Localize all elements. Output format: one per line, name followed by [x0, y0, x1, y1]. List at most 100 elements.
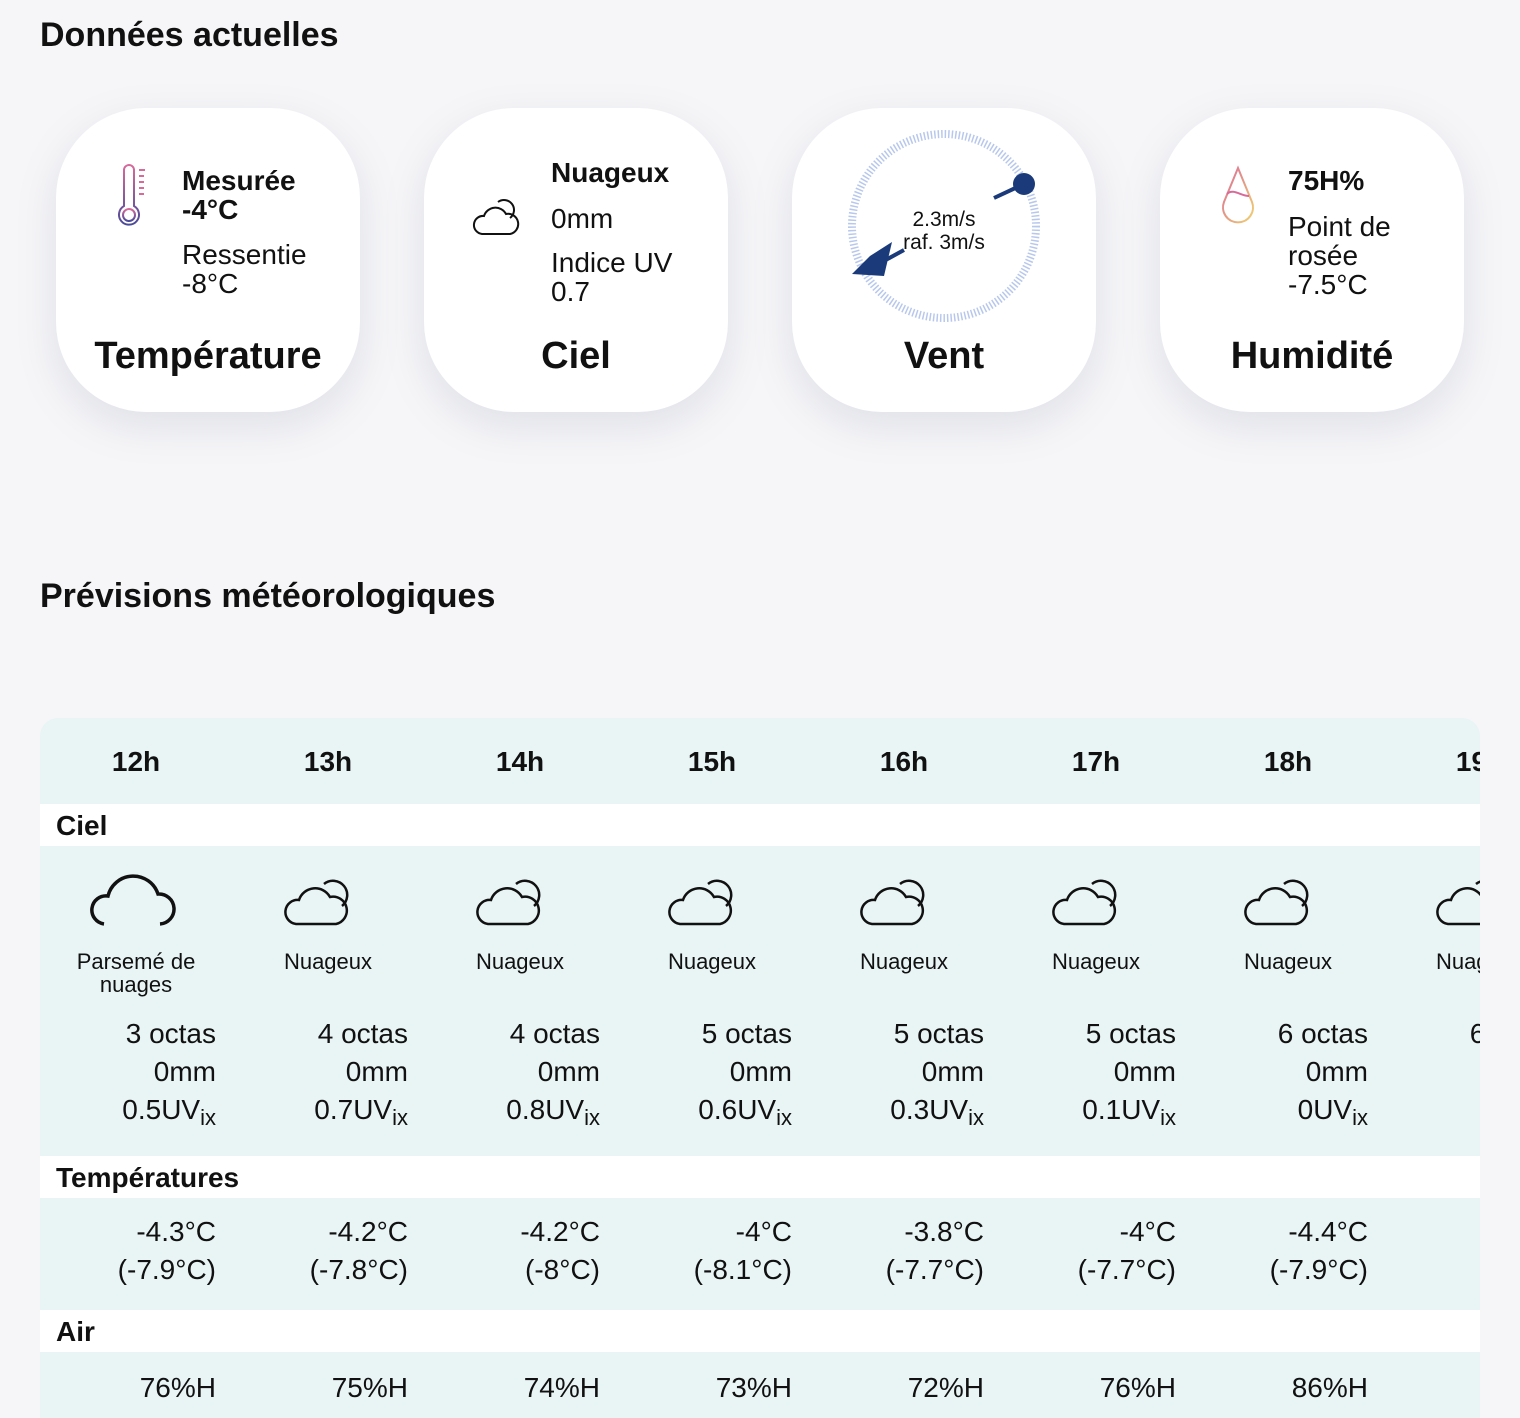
octas: 4 octas — [317, 1018, 408, 1049]
hour-label: 17h — [1071, 746, 1121, 777]
felt-temp: (-7.9°C) — [1269, 1254, 1368, 1285]
precip: 0mm — [729, 1056, 792, 1087]
temp: -4.4°C — [1288, 1216, 1368, 1247]
uv-index: 0.8UVix — [506, 1094, 600, 1131]
uv-value: 0.7 — [314, 1094, 354, 1125]
sky-card: Nuageux 0mm Indice UV 0.7 Ciel — [424, 108, 728, 412]
temp-cell: -4.4°C (-7.9°C) — [1192, 1198, 1384, 1310]
precip: 0mm — [921, 1056, 984, 1087]
wind-compass-icon — [848, 130, 1040, 322]
section-temps: Températures — [40, 1156, 1480, 1198]
dew-value: -7.5°C — [1288, 269, 1368, 300]
sky-cell: Nuageux 5 octas 0mm 0.6UVix — [616, 846, 808, 1156]
sky-condition: Nuageux — [283, 949, 373, 974]
temp-cell: -4.2°C (-7.8°C) — [232, 1198, 424, 1310]
hour-label: 12h — [111, 746, 161, 777]
octas: 5 octas — [1085, 1018, 1176, 1049]
uv-index: 0.1UVix — [1082, 1094, 1176, 1131]
humidity: 75%H — [331, 1372, 408, 1403]
uv-index: 0.5UVix — [122, 1094, 216, 1131]
forecast-table[interactable]: 12h 13h 14h 15h 16h 17h 18h 19h Ciel Parsemé de… — [40, 718, 1480, 1418]
wind-title: Vent — [903, 335, 985, 377]
sky-condition: Nuageux — [1051, 949, 1141, 974]
current-heading: Données actuelles — [40, 16, 339, 54]
sky-cell: Nuageux 5 octas 0mm 0.1UVix — [1000, 846, 1192, 1156]
sky-cell: Parsemé de nuages 3 octas 0mm 0.5UVix — [40, 846, 232, 1156]
humidity-value: 75H% — [1288, 165, 1365, 196]
sky-condition: Nuageux — [1243, 949, 1333, 974]
felt-label: Ressentie — [182, 239, 307, 270]
uv-value: 0.8 — [506, 1094, 546, 1125]
sky-precip: 0mm — [551, 203, 614, 234]
temp-cell: -3.8°C (-7.7°C) — [808, 1198, 1000, 1310]
temperature-card: Mesurée -4°C Ressentie -8°C Température — [56, 108, 360, 412]
cloudy-icon — [856, 866, 952, 933]
precip: 0mm — [1305, 1056, 1368, 1087]
uv-index: 0UVix — [1298, 1094, 1368, 1131]
uv-value: 0 — [1297, 1094, 1314, 1125]
felt-temp: (-7.8°C) — [309, 1254, 408, 1285]
air-row: 76%H 75%H 74%H 73%H 72%H 76%H 86%H — [40, 1352, 1480, 1418]
temp-cell: -4.3°C (-7.9°C) — [40, 1198, 232, 1310]
octas: 4 octas — [509, 1018, 600, 1049]
cloudy-icon — [1240, 866, 1336, 933]
uv-sub: ix — [1352, 1105, 1368, 1130]
temp-cell — [1384, 1198, 1480, 1310]
air-cell: 76%H — [1000, 1352, 1192, 1418]
hour-label: 13h — [303, 746, 353, 777]
uv-value: 0.1 — [1082, 1094, 1122, 1125]
hour-label: 14h — [495, 746, 545, 777]
humidity: 72%H — [907, 1372, 984, 1403]
precip: 0mm — [1113, 1056, 1176, 1087]
uv-unit: UV — [929, 1094, 969, 1125]
uv-index: 0.7UVix — [314, 1094, 408, 1131]
section-sky: Ciel — [40, 804, 1480, 846]
sky-condition: Nuageux — [1435, 949, 1480, 974]
uv-unit: UV — [161, 1094, 201, 1125]
hour-label: 18h — [1263, 746, 1313, 777]
uv-value: 0.7 — [551, 276, 590, 307]
sky-condition: Parsemé de nuages — [76, 949, 196, 997]
felt-value: -8°C — [182, 268, 239, 299]
octas: 6 octas — [1469, 1018, 1480, 1049]
sky-condition: Nuageux — [667, 949, 757, 974]
measured-value: -4°C — [182, 194, 239, 225]
measured-label: Mesurée — [182, 165, 296, 196]
cloudy-icon — [1432, 866, 1480, 933]
air-cell: 86%H — [1192, 1352, 1384, 1418]
humidity-title: Humidité — [1230, 335, 1394, 377]
thermometer-icon — [118, 164, 145, 226]
felt-temp: (-7.7°C) — [885, 1254, 984, 1285]
sky-row: Parsemé de nuages 3 octas 0mm 0.5UVix Nuageu… — [40, 846, 1480, 1156]
precip: 0mm — [153, 1056, 216, 1087]
uv-unit: UV — [353, 1094, 393, 1125]
wind-card: 2.3m/s raf. 3m/s Vent — [792, 108, 1096, 412]
partly-cloudy-icon — [88, 866, 184, 933]
temps-row: -4.3°C (-7.9°C) -4.2°C (-7.8°C) -4.2°C (-8°C)… — [40, 1198, 1480, 1310]
uv-sub: ix — [584, 1105, 600, 1130]
humidity-card: 75H% Point de rosée -7.5°C Humidité — [1160, 108, 1464, 412]
octas: 5 octas — [701, 1018, 792, 1049]
uv-unit: UV — [1313, 1094, 1353, 1125]
octas: 3 octas — [125, 1018, 216, 1049]
air-cell — [1384, 1352, 1480, 1418]
temp: -4.3°C — [136, 1216, 216, 1247]
uv-sub: ix — [1160, 1105, 1176, 1130]
sky-condition: Nuageux — [551, 157, 670, 188]
temperature-title: Température — [94, 335, 322, 377]
humidity: 86%H — [1291, 1372, 1368, 1403]
uv-unit: UV — [1121, 1094, 1161, 1125]
sky-cell: Nuageux 6 octas 0mm 0UVix — [1192, 846, 1384, 1156]
sky-condition: Nuageux — [475, 949, 565, 974]
sky-cell: Nuageux 6 octas — [1384, 846, 1480, 1156]
temp-cell: -4.2°C (-8°C) — [424, 1198, 616, 1310]
temp: -4.2°C — [328, 1216, 408, 1247]
air-cell: 73%H — [616, 1352, 808, 1418]
uv-sub: ix — [200, 1105, 216, 1130]
cloudy-icon — [1048, 866, 1144, 933]
uv-unit: UV — [737, 1094, 777, 1125]
air-cell: 72%H — [808, 1352, 1000, 1418]
wind-speed: 2.3m/s — [912, 208, 976, 231]
felt-temp: (-7.7°C) — [1077, 1254, 1176, 1285]
cloudy-icon — [664, 866, 760, 933]
